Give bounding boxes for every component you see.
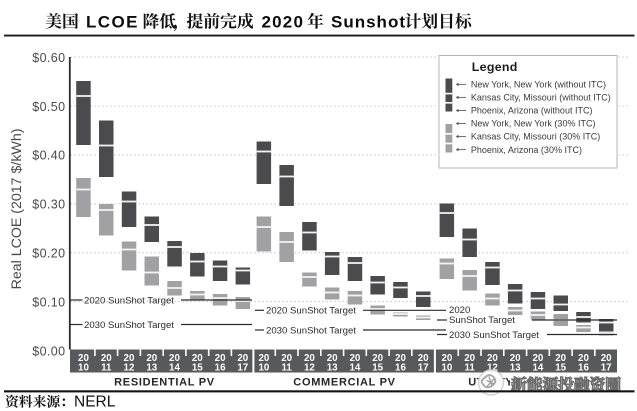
svg-text:New York, New York (30% ITC): New York, New York (30% ITC) xyxy=(471,119,596,129)
svg-text:20: 20 xyxy=(555,353,566,364)
svg-text:2020: 2020 xyxy=(449,305,470,316)
svg-text:2030 SunShot Target: 2030 SunShot Target xyxy=(84,320,174,331)
svg-text:10: 10 xyxy=(441,363,452,374)
svg-text:2030 SunShot Target: 2030 SunShot Target xyxy=(449,330,539,341)
svg-text:14: 14 xyxy=(532,363,543,374)
svg-text:20: 20 xyxy=(327,353,338,364)
svg-text:$0.60: $0.60 xyxy=(32,51,65,65)
svg-text:SunShot Target: SunShot Target xyxy=(449,315,515,326)
svg-text:12: 12 xyxy=(124,363,135,374)
svg-text:14: 14 xyxy=(349,363,360,374)
svg-text:$0.50: $0.50 xyxy=(32,100,65,114)
svg-text:Legend: Legend xyxy=(472,60,518,74)
svg-text:11: 11 xyxy=(101,363,112,374)
svg-text:$0.10: $0.10 xyxy=(32,295,65,309)
svg-text:$0.00: $0.00 xyxy=(32,344,65,358)
svg-text:20: 20 xyxy=(395,353,406,364)
svg-text:20: 20 xyxy=(192,353,203,364)
svg-text:20: 20 xyxy=(258,353,269,364)
svg-text:17: 17 xyxy=(601,363,612,374)
svg-text:2020 SunShot Target: 2020 SunShot Target xyxy=(84,295,174,306)
svg-text:New York, New York (without IT: New York, New York (without ITC) xyxy=(471,80,606,90)
svg-text:COMMERCIAL PV: COMMERCIAL PV xyxy=(293,376,395,388)
svg-text:15: 15 xyxy=(192,363,203,374)
svg-text:16: 16 xyxy=(215,363,226,374)
svg-text:20: 20 xyxy=(215,353,226,364)
svg-text:11: 11 xyxy=(282,363,293,374)
svg-text:Sunshot: Sunshot xyxy=(331,12,406,31)
svg-text:20: 20 xyxy=(441,353,452,364)
svg-text:20: 20 xyxy=(532,353,543,364)
svg-text:$0.30: $0.30 xyxy=(32,198,65,212)
svg-text:20: 20 xyxy=(487,353,498,364)
svg-text:17: 17 xyxy=(237,363,248,374)
svg-text:20: 20 xyxy=(78,353,89,364)
svg-text:20: 20 xyxy=(510,353,521,364)
svg-text:14: 14 xyxy=(169,363,180,374)
svg-text:10: 10 xyxy=(258,363,269,374)
svg-text:$0.40: $0.40 xyxy=(32,149,65,163)
svg-text:20: 20 xyxy=(101,353,112,364)
svg-text:12: 12 xyxy=(487,363,498,374)
svg-text:13: 13 xyxy=(327,363,338,374)
svg-text:10: 10 xyxy=(78,363,89,374)
svg-text:20: 20 xyxy=(281,353,292,364)
svg-text:17: 17 xyxy=(418,363,429,374)
svg-text:15: 15 xyxy=(372,363,383,374)
svg-text:20: 20 xyxy=(349,353,360,364)
svg-text:2020 SunShot Target: 2020 SunShot Target xyxy=(266,306,356,317)
svg-text:RESIDENTIAL PV: RESIDENTIAL PV xyxy=(114,376,215,388)
svg-text:Phoenix, Arizona (without ITC): Phoenix, Arizona (without ITC) xyxy=(471,106,593,116)
svg-text:$0.20: $0.20 xyxy=(32,247,65,261)
svg-text:20: 20 xyxy=(124,353,135,364)
svg-text:11: 11 xyxy=(465,363,476,374)
svg-text:13: 13 xyxy=(146,363,157,374)
svg-text:20: 20 xyxy=(146,353,157,364)
svg-text:20: 20 xyxy=(464,353,475,364)
svg-text:20: 20 xyxy=(418,353,429,364)
svg-text:Kansas City, Missouri (30% ITC: Kansas City, Missouri (30% ITC) xyxy=(471,132,600,142)
svg-text:12: 12 xyxy=(304,363,315,374)
svg-text:16: 16 xyxy=(578,363,589,374)
svg-text:LCOE: LCOE xyxy=(86,12,139,31)
svg-text:2020: 2020 xyxy=(262,12,305,31)
svg-text:16: 16 xyxy=(395,363,406,374)
svg-text:2030 SunShot Target: 2030 SunShot Target xyxy=(266,325,356,336)
svg-text:NERL: NERL xyxy=(74,394,116,411)
svg-text:15: 15 xyxy=(555,363,566,374)
svg-text:Kansas City, Missouri (without: Kansas City, Missouri (without ITC) xyxy=(471,93,611,103)
svg-text:20: 20 xyxy=(601,353,612,364)
svg-text:20: 20 xyxy=(578,353,589,364)
svg-text:Phoenix, Arizona (30% ITC): Phoenix, Arizona (30% ITC) xyxy=(471,145,582,155)
svg-text:20: 20 xyxy=(304,353,315,364)
svg-text:20: 20 xyxy=(169,353,180,364)
svg-text:20: 20 xyxy=(372,353,383,364)
svg-text:13: 13 xyxy=(510,363,521,374)
svg-text:Real LCOE (2017 $/kWh): Real LCOE (2017 $/kWh) xyxy=(9,129,25,290)
svg-text:20: 20 xyxy=(237,353,248,364)
